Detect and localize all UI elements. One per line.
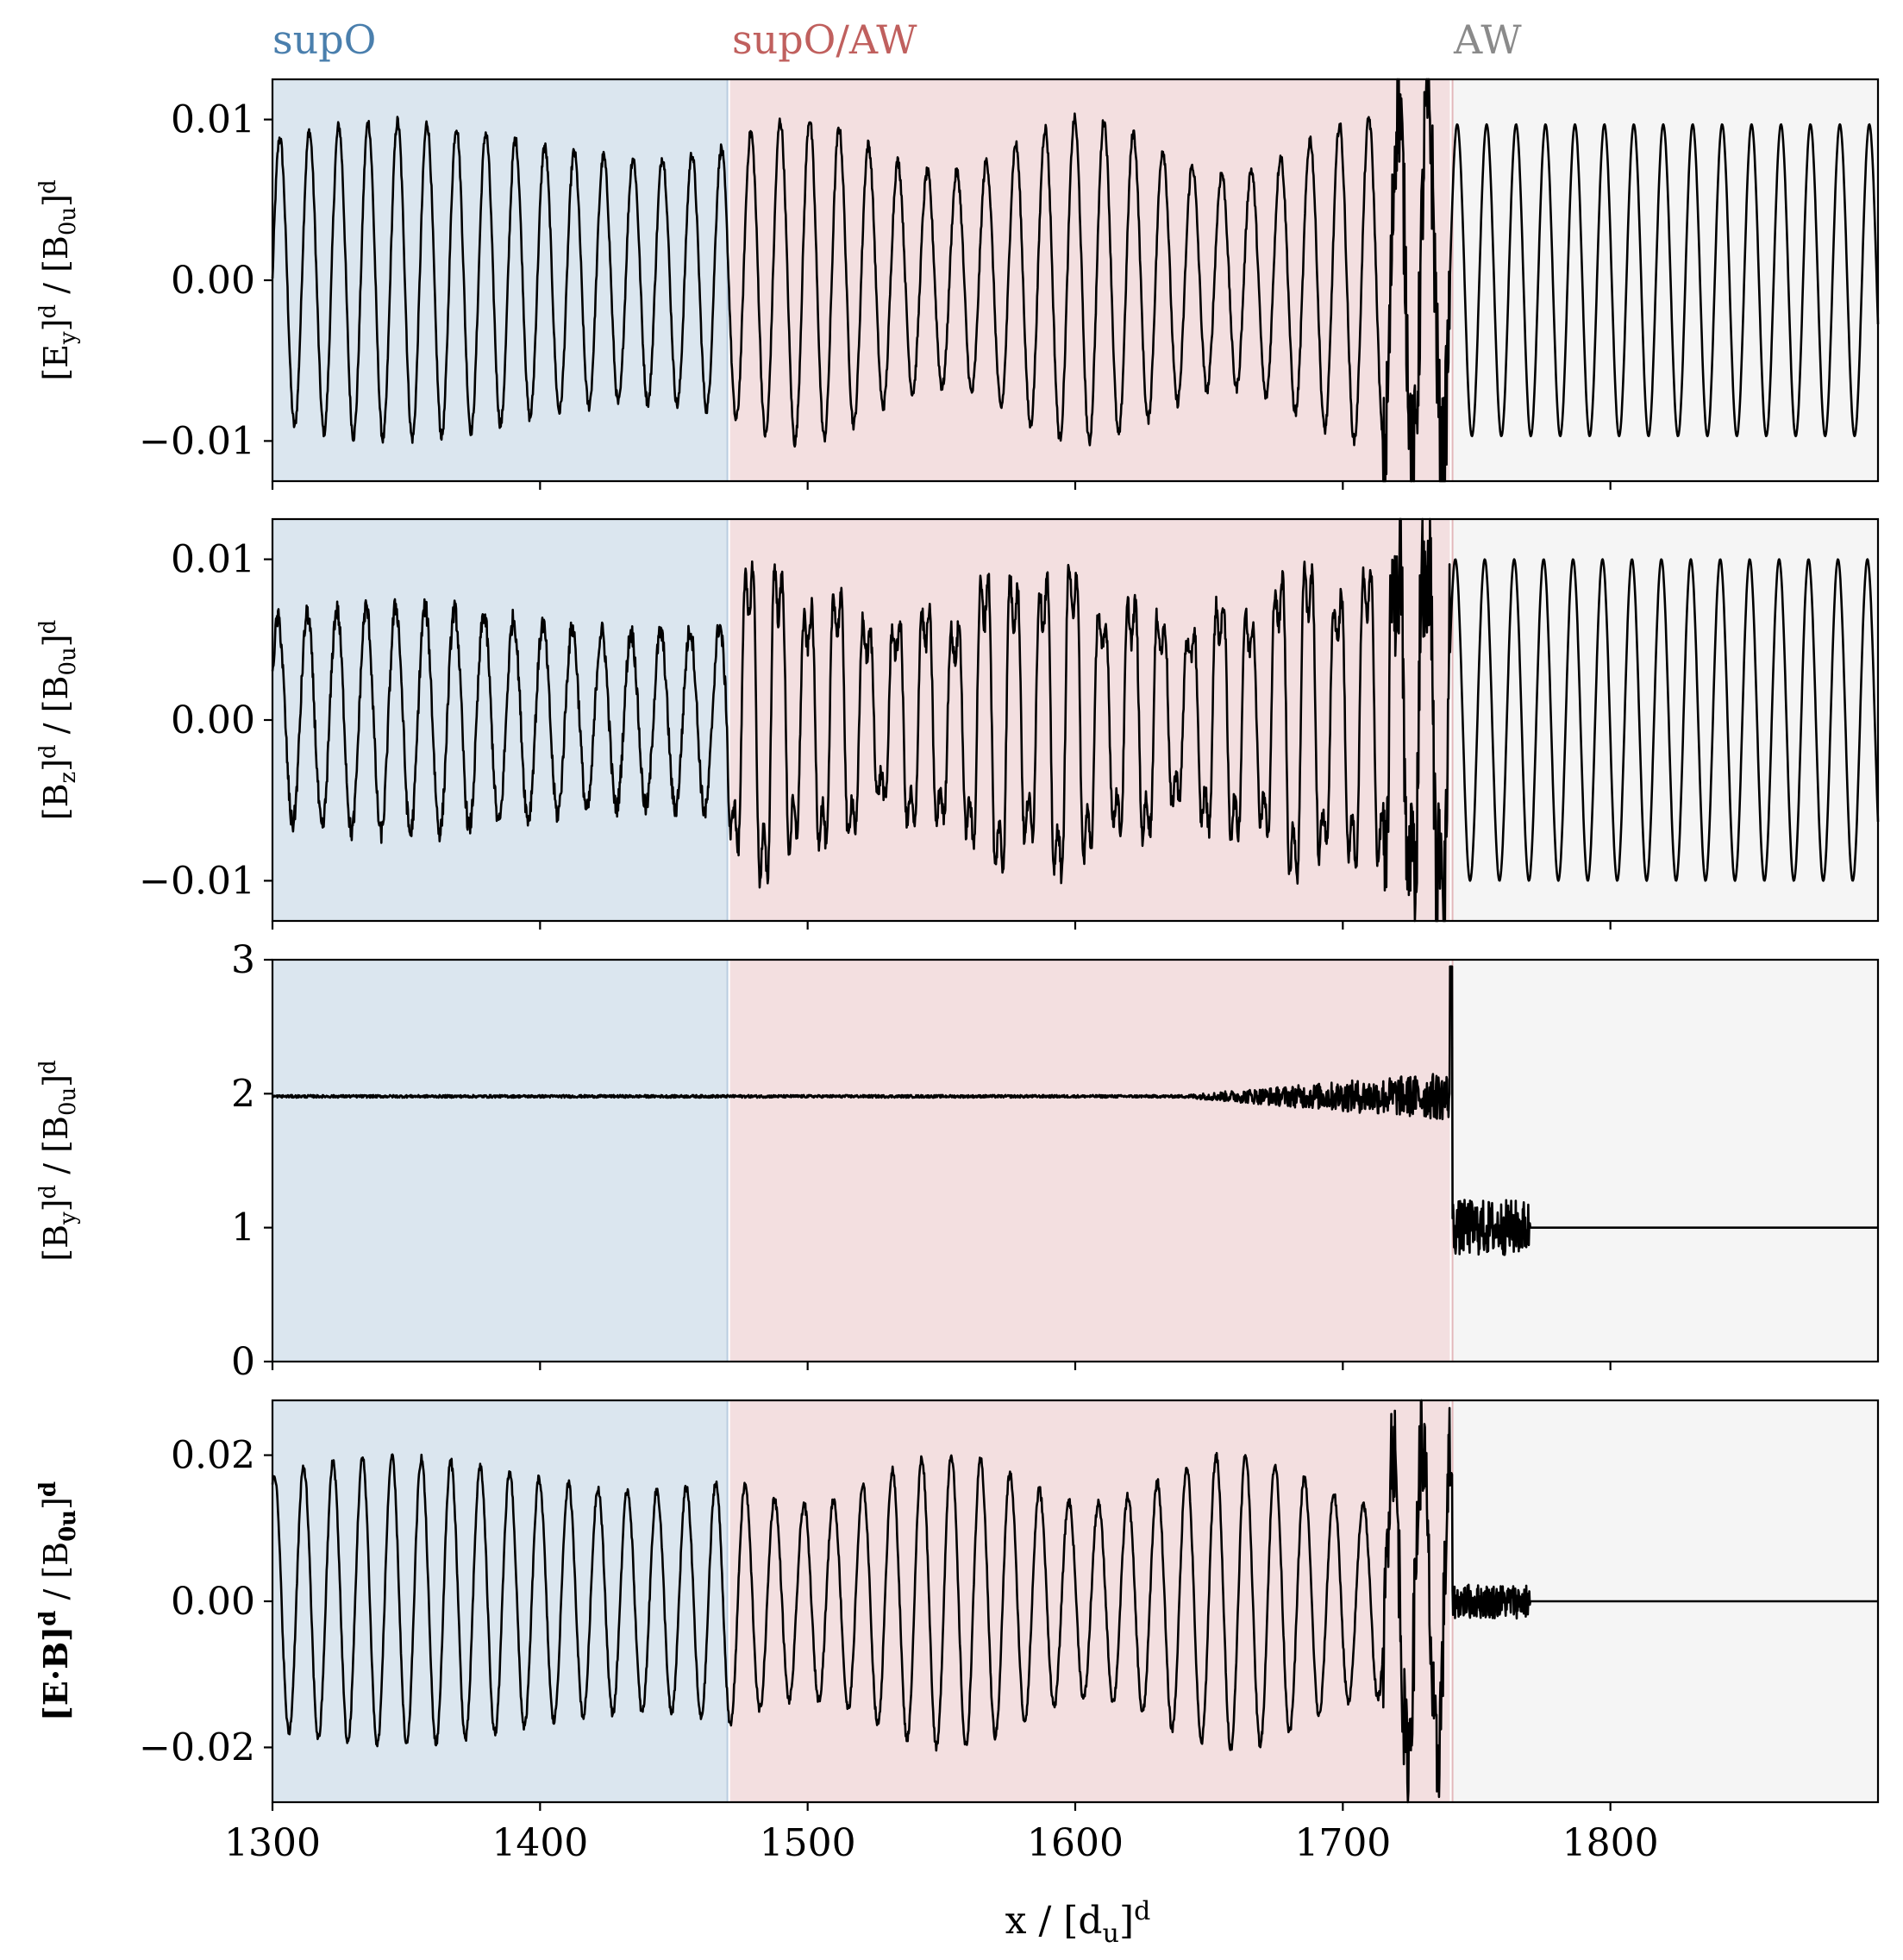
region-supo-aw-ey bbox=[729, 79, 1450, 481]
y-axis-title-eb-open: [ bbox=[36, 1706, 75, 1721]
region-supo-aw-by bbox=[729, 960, 1450, 1362]
x-tick-label-0: 1300 bbox=[224, 1821, 321, 1865]
y-axis-title-ey-slash: / [ bbox=[37, 260, 75, 304]
y-axis-title-eb-sup2: d bbox=[35, 1481, 61, 1497]
y-tick-label-ey-0: −0.01 bbox=[139, 419, 255, 463]
y-axis-title-bz-denom: B bbox=[37, 676, 75, 700]
y-tick-label-by-1: 1 bbox=[231, 1206, 255, 1250]
y-axis-title-bz-open: [ bbox=[37, 807, 75, 820]
y-tick-label-by-0: 0 bbox=[231, 1340, 255, 1384]
y-axis-title-ey-close: ] bbox=[37, 319, 75, 332]
y-axis-title-eb-main: E·B bbox=[36, 1642, 75, 1706]
y-tick-label-ey-1: 0.00 bbox=[171, 259, 255, 303]
y-axis-title-by-slash: / [ bbox=[37, 1140, 75, 1185]
y-tick-label-by-2: 2 bbox=[231, 1072, 255, 1116]
y-axis-title-by-sup: d bbox=[35, 1185, 61, 1199]
y-axis-title-bz: [Bz]d / [B0u]d bbox=[35, 620, 81, 820]
y-axis-title-by-close2: ] bbox=[37, 1074, 75, 1087]
y-axis-title-ey-open: [ bbox=[37, 368, 75, 381]
series-line-by bbox=[272, 965, 1879, 1256]
x-tick-label-1: 1400 bbox=[491, 1821, 588, 1865]
subplots: −0.010.000.01[Ey]d / [B0u]d−0.010.000.01… bbox=[35, 78, 1880, 1865]
y-axis-title-bz-close2: ] bbox=[37, 634, 75, 647]
subplot-eb: −0.02 0.00 0.02 1300 1400 1500 1600 1700 1800 [E·… bbox=[35, 1399, 1880, 1865]
y-axis-title-bz-close: ] bbox=[37, 759, 75, 772]
y-axis-title-by-sub: y bbox=[55, 1212, 81, 1225]
y-axis-title-bz-sub: z bbox=[55, 772, 81, 784]
x-axis-title-close: ] bbox=[1119, 1899, 1134, 1943]
subplot-ey: −0.010.000.01[Ey]d / [B0u]d bbox=[35, 78, 1880, 490]
y-axis-title-eb-denom: B bbox=[37, 1542, 75, 1566]
y-axis-title-ey-denom: B bbox=[37, 235, 75, 260]
region-supo-by bbox=[272, 960, 728, 1362]
y-tick-label-bz-1: 0.00 bbox=[171, 698, 255, 742]
y-axis-title-by: [By]d / [B0u]d bbox=[35, 1060, 81, 1261]
y-axis-title-ey: [Ey]d / [B0u]d bbox=[35, 179, 81, 380]
y-axis-title-ey-sup: d bbox=[35, 304, 61, 319]
region-label-aw: AW bbox=[1453, 16, 1522, 63]
y-axis-title-by-denom: B bbox=[37, 1116, 75, 1140]
x-axis-title-base: x / [d bbox=[1005, 1899, 1103, 1943]
y-axis-title-by-sup2: d bbox=[35, 1060, 61, 1074]
y-tick-label-by-3: 3 bbox=[231, 938, 255, 982]
region-label-supo-aw: supO/AW bbox=[732, 16, 917, 63]
y-axis-title-by-main: B bbox=[37, 1224, 75, 1249]
y-axis-title-bz-main: B bbox=[37, 783, 75, 807]
y-axis-title-by-denom-sub: 0u bbox=[55, 1087, 81, 1116]
y-tick-label-eb-0: −0.02 bbox=[139, 1725, 255, 1769]
y-tick-label-bz-2: 0.01 bbox=[171, 538, 255, 582]
y-axis-title-eb-sup: d bbox=[35, 1611, 61, 1626]
region-supo-bz bbox=[272, 519, 728, 921]
y-axis-title-bz-sup: d bbox=[35, 744, 61, 759]
series-line-bz bbox=[271, 517, 1880, 923]
x-axis-title: x / [du]d bbox=[1005, 1896, 1151, 1949]
y-axis-title-eb-close: ] bbox=[36, 1626, 75, 1642]
series-line-ey bbox=[271, 78, 1880, 483]
x-tick-label-3: 1600 bbox=[1027, 1821, 1124, 1865]
y-axis-title-ey-close2: ] bbox=[37, 194, 75, 207]
region-supo-eb bbox=[272, 1400, 728, 1802]
y-tick-label-ey-2: 0.01 bbox=[171, 98, 255, 142]
y-axis-title-by-close: ] bbox=[37, 1199, 75, 1212]
region-label-supo: supO bbox=[272, 16, 376, 63]
y-axis-title-bz-sup2: d bbox=[35, 620, 61, 635]
y-axis-title-ey-denom-sub: 0u bbox=[55, 207, 81, 235]
y-axis-title-ey-sub: y bbox=[55, 331, 81, 345]
subplot-bz: −0.010.000.01[Bz]d / [B0u]d bbox=[35, 517, 1880, 930]
x-axis-title-sub: u bbox=[1103, 1919, 1119, 1949]
x-tick-label-5: 1800 bbox=[1562, 1821, 1659, 1865]
y-axis-title-bz-denom-sub: 0u bbox=[55, 647, 81, 675]
y-tick-label-eb-1: 0.00 bbox=[171, 1580, 255, 1624]
region-aw-bz bbox=[1452, 519, 1878, 921]
y-tick-label-bz-0: −0.01 bbox=[139, 859, 255, 903]
y-axis-title-bz-slash: / [ bbox=[37, 699, 75, 744]
y-axis-title-eb-close2: ] bbox=[37, 1497, 75, 1510]
region-aw-by bbox=[1452, 960, 1878, 1362]
y-axis-title-ey-main: E bbox=[37, 344, 75, 368]
x-tick-label-2: 1500 bbox=[760, 1821, 856, 1865]
y-tick-label-eb-2: 0.02 bbox=[171, 1434, 255, 1478]
series-line-eb bbox=[271, 1399, 1879, 1804]
x-tick-label-4: 1700 bbox=[1294, 1821, 1391, 1865]
x-axis-title-sup: d bbox=[1134, 1896, 1150, 1926]
y-axis-title-eb: [E·B]d / [B0u]d bbox=[35, 1481, 81, 1721]
y-axis-title-eb-slash: / [ bbox=[37, 1566, 75, 1611]
y-axis-title-eb-denom-sub: 0u bbox=[55, 1510, 81, 1542]
y-axis-title-by-open: [ bbox=[37, 1249, 75, 1262]
region-supo-aw-bz bbox=[729, 519, 1450, 921]
y-axis-title-ey-sup2: d bbox=[35, 179, 61, 194]
